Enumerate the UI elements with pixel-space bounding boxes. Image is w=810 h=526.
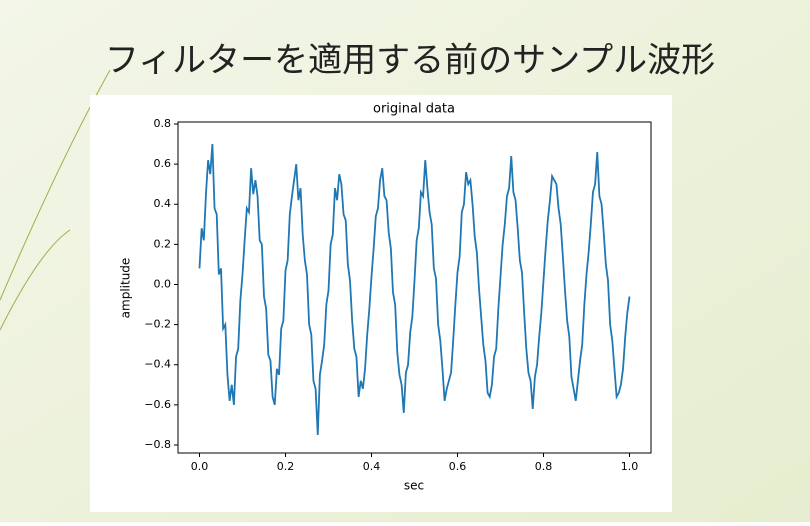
y-tick-label: 0.4	[154, 197, 172, 210]
decoration	[0, 229, 71, 331]
y-tick-label: 0.0	[154, 277, 172, 290]
slide-title: フィルターを適用する前のサンプル波形	[105, 41, 715, 81]
x-tick-label: 1.0	[621, 460, 639, 473]
x-tick-label: 0.0	[191, 460, 209, 473]
y-tick-label: −0.8	[144, 438, 171, 451]
chart-image	[90, 95, 672, 512]
y-axis-label: amplitude	[119, 258, 133, 319]
axes-frame	[177, 121, 652, 454]
decoration	[0, 69, 111, 301]
y-tick-label: −0.4	[144, 358, 171, 371]
y-tick-label: 0.2	[154, 237, 172, 250]
chart-title: original data	[373, 102, 455, 117]
y-tick-label: −0.2	[144, 318, 171, 331]
x-tick-label: 0.8	[535, 460, 553, 473]
y-tick-label: 0.6	[154, 157, 172, 170]
y-tick-label: 0.8	[154, 117, 172, 130]
x-tick-label: 0.6	[449, 460, 467, 473]
plot-area	[198, 144, 631, 435]
data-line	[198, 144, 631, 435]
x-axis-label: sec	[404, 479, 424, 493]
y-tick-label: −0.6	[144, 398, 171, 411]
x-tick-label: 0.4	[363, 460, 381, 473]
x-tick-label: 0.2	[277, 460, 295, 473]
